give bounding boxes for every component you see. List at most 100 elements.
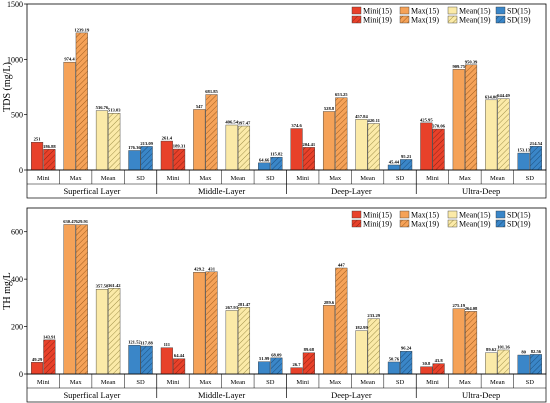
legend-label: SD(15) [507,7,531,16]
bar-mean-15 [95,110,108,171]
data-label: 143.91 [43,334,56,339]
bar-sd-15 [387,361,400,375]
legend-label: Mean(19) [459,220,491,229]
legend-label: Mean(19) [459,16,491,25]
data-label: 406.54 [225,120,238,125]
legend-swatch [495,219,506,228]
y-axis-label: TDS (mg/L) [2,62,13,112]
bar-sd-19 [400,350,413,375]
data-label: 96.24 [401,346,412,351]
data-label: 457.84 [355,114,368,119]
category-label: Mean [360,175,376,182]
data-label: 547 [196,104,204,109]
data-label: 357.58 [96,284,109,289]
data-label: 431 [208,266,216,271]
y-axis-label: TH mg/L [2,272,13,310]
y-tick-label: 200 [11,323,23,332]
bar-sd-15 [517,152,530,171]
data-label: 536.76 [96,105,109,110]
data-label: 204.41 [303,142,316,147]
bar-mini-19 [302,147,315,171]
group-label: Ultra-Deep [462,186,500,196]
th-panel: 0 200 400 600 TH mg/L Mini 49.29 143.91 Max 630.4… [2,207,547,403]
data-label: 644.49 [497,93,510,98]
data-label: 264.08 [465,306,478,311]
category-label: SD [396,175,405,182]
bar-mean-19 [497,349,510,375]
bar-mini-19 [432,363,445,375]
bar-mini-15 [420,122,433,171]
data-label: 45.44 [389,159,400,164]
legend-swatch [351,219,362,228]
data-label: 64.66 [259,157,270,162]
bar-mean-15 [95,289,108,375]
data-label: 528.8 [324,106,335,111]
legend-swatch [447,15,458,24]
category-label: Mini [37,379,50,386]
bar-mean-19 [367,318,380,375]
legend-swatch [351,210,362,219]
data-label: 115.82 [270,152,283,157]
legend-swatch [399,6,410,15]
category-label: Mean [230,379,246,386]
bar-mini-19 [173,358,186,375]
bar-max-19 [465,64,478,171]
data-label: 51.99 [259,356,270,361]
data-label: 950.39 [465,59,478,64]
data-label: 214.54 [530,141,543,146]
legend-swatch [399,210,410,219]
bar-sd-19 [529,146,542,171]
legend-swatch [495,6,506,15]
category-label: Max [459,175,472,182]
legend-label: SD(15) [507,211,531,220]
data-label: 909.75 [452,64,465,69]
bar-max-19 [205,94,218,171]
data-label: 361.42 [108,283,121,288]
bar-sd-19 [140,146,153,171]
data-label: 513.03 [108,108,121,113]
bar-sd-15 [258,162,271,171]
bar-max-19 [75,224,88,375]
legend-swatch [351,6,362,15]
legend-label: Mean(15) [459,211,491,220]
data-label: 397.47 [238,121,251,126]
data-label: 121.52 [128,340,141,345]
bar-sd-19 [400,159,413,171]
y-tick-label: 400 [11,275,23,284]
data-label: 251 [34,137,42,142]
bar-max-15 [322,305,336,375]
bar-sd-19 [270,156,283,171]
legend-swatch [351,15,362,24]
data-label: 629.91 [75,219,88,224]
bar-sd-19 [529,354,542,375]
bar-mean-15 [485,99,498,171]
group-label: Deep-Layer [331,186,372,196]
category-label: Mean [230,175,246,182]
bar-max-15 [452,308,465,375]
bar-max-15 [193,109,206,171]
data-label: 153.13 [517,148,530,153]
legend-label: Max(19) [411,220,439,229]
bar-mini-19 [302,352,315,375]
legend-swatch [399,15,410,24]
bar-sd-15 [387,164,400,171]
legend-swatch [495,15,506,24]
bar-mean-19 [237,125,251,171]
bar-mini-15 [290,128,303,171]
bar-max-15 [452,69,465,171]
bar-mean-15 [225,310,238,375]
bar-mini-19 [173,148,186,171]
data-label: 49.29 [32,357,43,362]
bar-max-19 [465,311,478,375]
bar-max-15 [63,224,76,375]
bar-max-19 [75,32,88,171]
legend-swatch [447,219,458,228]
data-label: 80 [521,350,526,355]
data-label: 43.8 [435,358,444,363]
bar-mini-15 [31,362,44,375]
category-label: Mini [167,175,180,182]
legend-label: SD(19) [507,220,531,229]
data-label: 82.56 [531,349,542,354]
bar-mean-19 [108,288,121,375]
bar-mini-19 [43,339,56,375]
